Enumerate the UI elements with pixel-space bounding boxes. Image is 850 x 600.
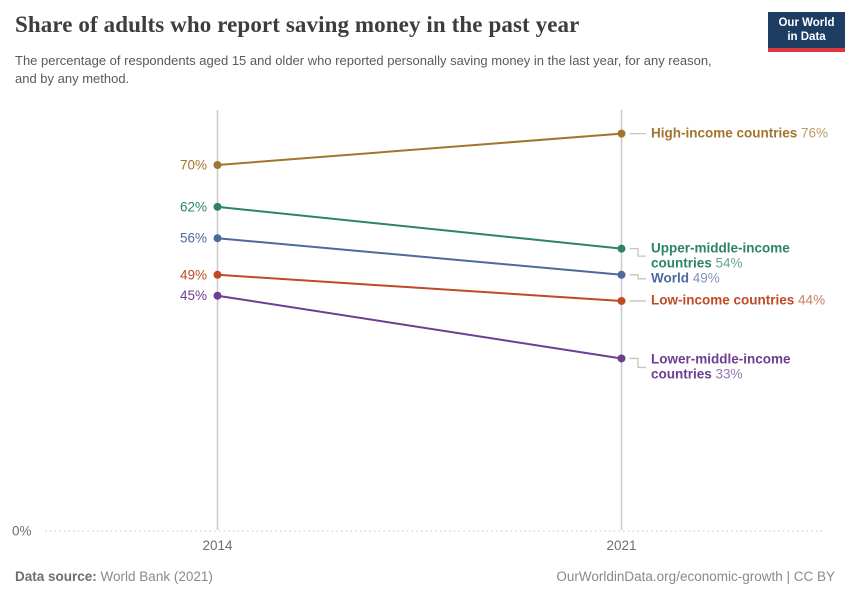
data-source-label: Data source: (15, 569, 97, 584)
label-connector-lower-middle-income-countries (629, 357, 646, 369)
data-point-high-income-countries-start[interactable] (213, 160, 222, 169)
series-name: Low-income countries (651, 292, 795, 308)
page-subtitle: The percentage of respondents aged 15 an… (15, 53, 712, 87)
start-value-label-high-income-countries: 70% (180, 157, 207, 172)
data-point-high-income-countries-end[interactable] (617, 129, 626, 138)
series-name: High-income countries (651, 125, 798, 141)
series-line-world (217, 237, 622, 276)
series-name: Upper-middle-income countries (651, 240, 790, 271)
series-label-lower-middle-income-countries[interactable]: Lower-middle-income countries 33% (651, 351, 841, 382)
data-source-note: Data source: World Bank (2021) (15, 569, 213, 584)
series-end-value: 76% (801, 125, 829, 141)
data-point-low-income-countries-start[interactable] (213, 270, 222, 279)
series-label-upper-middle-income-countries[interactable]: Upper-middle-income countries 54% (651, 240, 841, 271)
series-line-upper-middle-income-countries (217, 205, 622, 250)
owid-logo-line1: Our World (778, 16, 835, 29)
x-tick-label-2021: 2021 (606, 538, 636, 553)
start-value-label-world: 56% (180, 231, 207, 246)
series-end-value: 44% (798, 292, 826, 308)
series-line-high-income-countries (217, 132, 622, 166)
x-tick-label-2014: 2014 (202, 538, 233, 553)
series-line-low-income-countries (217, 273, 622, 302)
start-value-label-upper-middle-income-countries: 62% (180, 199, 207, 214)
credit-link[interactable]: OurWorldinData.org/economic-growth | CC … (556, 569, 835, 584)
series-name: World (651, 270, 689, 286)
data-point-world-start[interactable] (213, 234, 222, 243)
chart-footer: Data source: World Bank (2021) OurWorldi… (15, 569, 835, 584)
data-point-lower-middle-income-countries-end[interactable] (617, 354, 626, 363)
page-title: Share of adults who report saving money … (15, 12, 580, 37)
series-label-low-income-countries[interactable]: Low-income countries 44% (651, 292, 826, 309)
start-value-label-low-income-countries: 49% (180, 267, 207, 282)
data-point-upper-middle-income-countries-start[interactable] (213, 202, 222, 211)
label-connector-world (629, 274, 646, 280)
baseline-tick-label: 0% (12, 524, 32, 539)
series-end-value: 33% (715, 366, 743, 382)
start-value-label-lower-middle-income-countries: 45% (180, 288, 207, 303)
series-end-value: 49% (692, 270, 720, 286)
owid-logo-line2: in Data (787, 31, 826, 43)
label-connector-upper-middle-income-countries (629, 248, 646, 257)
series-label-high-income-countries[interactable]: High-income countries 76% (651, 126, 828, 141)
data-point-lower-middle-income-countries-start[interactable] (213, 291, 222, 300)
data-point-low-income-countries-end[interactable] (617, 296, 626, 305)
data-point-upper-middle-income-countries-end[interactable] (617, 244, 626, 253)
series-label-world[interactable]: World 49% (651, 270, 720, 287)
owid-logo[interactable]: Our World in Data (768, 12, 845, 52)
series-end-value: 54% (715, 255, 743, 271)
data-source-value: World Bank (2021) (100, 569, 213, 584)
series-line-lower-middle-income-countries (217, 294, 622, 360)
data-point-world-end[interactable] (617, 270, 626, 279)
series-name: Lower-middle-income countries (651, 351, 791, 382)
